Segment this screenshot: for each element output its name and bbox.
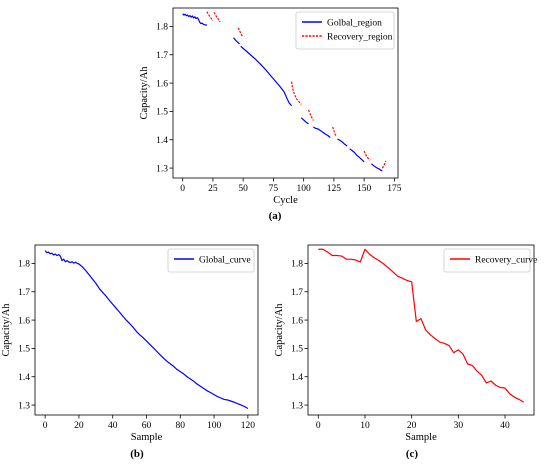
x-tick-label: 30 <box>454 421 464 431</box>
series-line-global-curve <box>44 250 249 409</box>
x-tick-label: 0 <box>180 184 185 194</box>
x-tick-label: 0 <box>316 421 321 431</box>
series-line-recovery-region <box>332 126 337 137</box>
y-tick-label: 1.8 <box>18 260 30 270</box>
y-tick-label: 1.5 <box>156 108 168 118</box>
y-axis-label: Capacity/Ah <box>274 303 285 357</box>
y-tick-label: 1.7 <box>156 51 168 61</box>
series-line-golbal-region <box>300 117 309 125</box>
panel-caption: (a) <box>269 210 282 222</box>
x-tick-label: 125 <box>327 184 342 194</box>
legend: Golbal_region Recovery_region <box>295 11 395 50</box>
x-tick-label: 100 <box>297 184 312 194</box>
y-tick-label: 1.8 <box>156 23 168 33</box>
legend-box <box>295 11 395 50</box>
y-tick-label: 1.4 <box>156 136 168 146</box>
x-tick-label: 20 <box>74 421 84 431</box>
y-tick-label: 1.7 <box>18 288 30 298</box>
panel-caption: (c) <box>406 448 419 460</box>
y-tick-label: 1.3 <box>18 401 30 411</box>
x-tick-label: 0 <box>43 421 48 431</box>
x-tick-label: 60 <box>142 421 152 431</box>
y-tick-label: 1.4 <box>18 373 30 383</box>
series-line-recovery-region <box>381 160 387 169</box>
x-tick-label: 120 <box>241 421 256 431</box>
series-line-golbal-region <box>337 138 348 147</box>
x-axis-label: Cycle <box>273 195 298 206</box>
x-tick-label: 150 <box>357 184 372 194</box>
y-tick-label: 1.3 <box>156 164 168 174</box>
y-axis-label: Capacity/Ah <box>139 66 150 120</box>
x-tick-label: 100 <box>207 421 222 431</box>
panel-caption: (b) <box>130 448 144 460</box>
series-line-recovery-region <box>206 11 214 22</box>
series-line-golbal-region <box>349 148 365 163</box>
x-tick-label: 25 <box>208 184 218 194</box>
series-line-recovery-region <box>213 11 221 23</box>
legend: Recovery_curve <box>443 248 537 273</box>
y-tick-label: 1.8 <box>291 260 303 270</box>
series-line-golbal-region <box>313 126 331 138</box>
y-axis-label: Capacity/Ah <box>1 303 12 357</box>
x-tick-label: 175 <box>387 184 402 194</box>
series-line-golbal-region <box>182 13 207 26</box>
y-tick-label: 1.4 <box>291 373 303 383</box>
x-tick-label: 80 <box>176 421 186 431</box>
y-tick-label: 1.7 <box>291 288 303 298</box>
series-line-recovery-region <box>237 27 244 38</box>
chart-c: 0 10 20 30 40 1.3 1.4 1.5 1.6 1.7 1.8 Sample Capacit… <box>274 244 537 443</box>
legend-label: Global_curve <box>199 255 251 265</box>
y-tick-label: 1.5 <box>18 345 30 355</box>
x-tick-label: 40 <box>500 421 510 431</box>
series-line-golbal-region <box>240 45 293 107</box>
y-tick-label: 1.5 <box>291 345 303 355</box>
legend-label: Golbal_region <box>327 18 382 28</box>
series-line-recovery-region <box>363 150 371 161</box>
plot-area <box>182 11 387 172</box>
x-axis-label: Sample <box>131 432 163 443</box>
x-tick-label: 20 <box>407 421 417 431</box>
x-axis-label: Sample <box>405 432 437 443</box>
plot-area <box>318 248 525 403</box>
series-line-recovery-region <box>290 81 302 105</box>
legend-box <box>443 248 531 273</box>
legend-label: Recovery_region <box>327 32 393 42</box>
x-tick-label: 10 <box>360 421 370 431</box>
chart-a: 0 25 50 75 100 125 150 175 1.3 1.4 1.5 1.6 1.7 1.8 Cyc… <box>139 7 402 206</box>
chart-b: 0 20 40 60 80 100 120 1.3 1.4 1.5 1.6 1.7 1.8 Sample C… <box>1 244 259 443</box>
x-tick-label: 40 <box>108 421 118 431</box>
series-line-golbal-region <box>371 163 383 172</box>
y-tick-label: 1.6 <box>291 316 303 326</box>
legend-box <box>167 248 255 273</box>
y-tick-label: 1.3 <box>291 401 303 411</box>
series-line-recovery-region <box>307 109 314 121</box>
plot-frame <box>307 244 535 416</box>
y-tick-label: 1.6 <box>156 79 168 89</box>
series-line-recovery-curve <box>318 248 525 403</box>
y-tick-label: 1.6 <box>18 316 30 326</box>
x-tick-label: 75 <box>269 184 279 194</box>
legend-label: Recovery_curve <box>475 255 537 265</box>
series-line-golbal-region <box>233 37 240 45</box>
plot-area <box>44 250 249 409</box>
plot-frame <box>172 7 399 179</box>
legend: Global_curve <box>167 248 255 273</box>
x-tick-label: 50 <box>238 184 248 194</box>
